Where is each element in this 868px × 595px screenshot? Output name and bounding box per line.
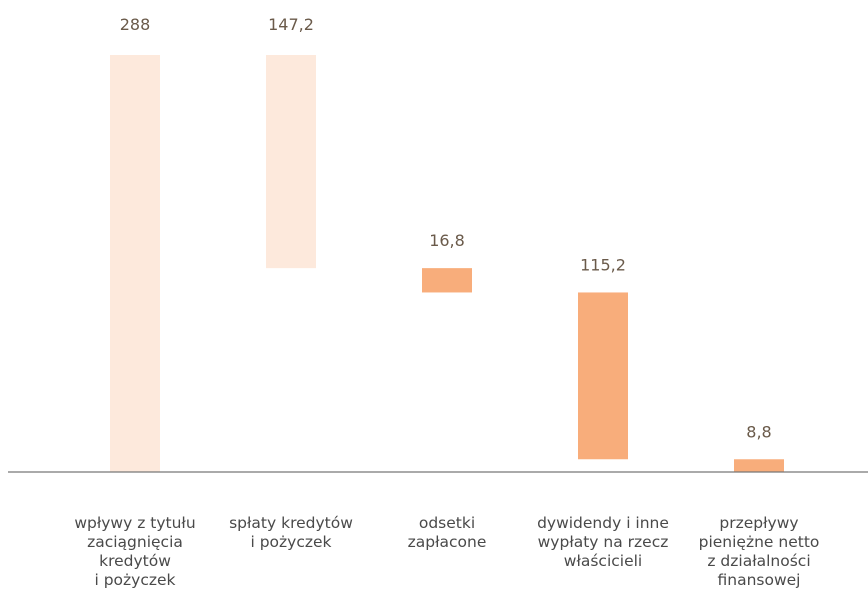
- category-label-line: dywidendy i inne: [537, 514, 669, 532]
- bar-1: [110, 55, 160, 472]
- category-label-line: zaciągnięcia: [87, 533, 183, 551]
- category-label-line: wpływy z tytułu: [74, 514, 195, 532]
- category-label-line: wypłaty na rzecz: [538, 533, 669, 551]
- value-label-2: 147,2: [268, 15, 314, 34]
- category-label-line: spłaty kredytów: [229, 514, 353, 532]
- category-label-2: spłaty kredytów i pożyczek: [229, 514, 353, 551]
- category-label-line: finansowej: [718, 571, 801, 589]
- value-label-5: 8,8: [746, 422, 771, 441]
- category-label-line: i pożyczek: [250, 533, 331, 551]
- value-label-3: 16,8: [429, 231, 465, 250]
- category-label-line: i pożyczek: [94, 571, 175, 589]
- category-label-4: dywidendy i inne wypłaty na rzecz właścici…: [537, 514, 669, 570]
- category-label-line: przepływy: [719, 514, 798, 532]
- category-label-3: odsetki zapłacone: [408, 514, 487, 551]
- bar-3: [422, 268, 472, 293]
- category-label-line: kredytów: [99, 552, 171, 570]
- value-label-1: 288: [120, 15, 151, 34]
- value-label-4: 115,2: [580, 255, 626, 274]
- category-label-line: zapłacone: [408, 533, 487, 551]
- category-label-1: wpływy z tytułu zaciągnięcia kredytów i poż…: [74, 514, 195, 589]
- category-label-line: właścicieli: [564, 552, 642, 570]
- category-label-line: z działalności: [707, 552, 810, 570]
- bar-2: [266, 55, 316, 269]
- category-label-5: przepływy pieniężne netto z działalności fi…: [699, 514, 820, 589]
- category-label-line: odsetki: [419, 514, 475, 532]
- category-label-line: pieniężne netto: [699, 533, 820, 551]
- bar-4: [578, 292, 628, 460]
- bar-5: [734, 459, 784, 472]
